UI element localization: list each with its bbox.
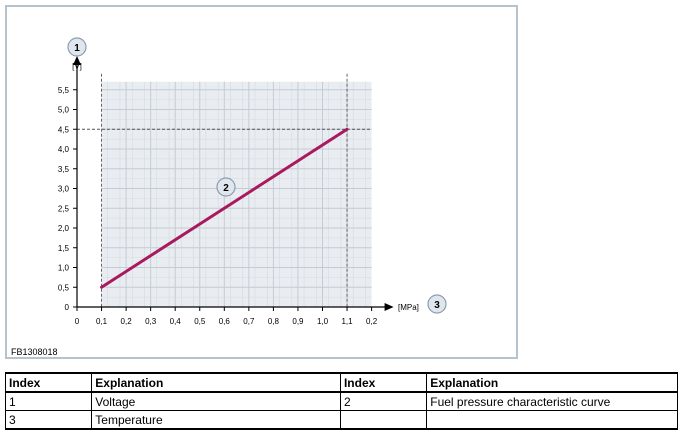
- callout-label: 3: [434, 300, 440, 311]
- y-tick-label: 5,0: [58, 106, 70, 115]
- figure-id: FB1308018: [11, 347, 58, 357]
- y-tick-label: 1,5: [58, 244, 70, 253]
- x-tick-label: 1,1: [341, 317, 353, 326]
- table-cell: Fuel pressure characteristic curve: [426, 391, 678, 411]
- x-tick-label: 0,4: [170, 317, 182, 326]
- y-tick-label: 3,0: [58, 185, 70, 194]
- table-row: 3 Temperature: [4, 410, 678, 430]
- legend-table: Index Explanation Index Explanation 1 Vo…: [4, 372, 678, 430]
- table-cell: Temperature: [91, 410, 341, 430]
- x-axis-arrow: [384, 303, 394, 311]
- chart: 0 0,1 0,2 0,3 0,4 0,5 0,6 0,7 0,8 0,9 1,0 1,1 0,2 0 0,…: [58, 37, 447, 326]
- series-line: [100, 127, 349, 289]
- table-cell: 3: [4, 410, 93, 430]
- y-tick-label: 3,5: [58, 165, 70, 174]
- callout-label: 2: [223, 183, 229, 194]
- plot-background: [101, 81, 372, 307]
- y-tick-label: 1,0: [58, 264, 70, 273]
- table-cell: 2: [339, 391, 428, 411]
- x-tick-label: 0,3: [145, 317, 157, 326]
- header-index-1: Index: [4, 372, 93, 393]
- x-tick-label: 0,7: [243, 317, 255, 326]
- callout-label: 1: [74, 43, 80, 54]
- callout-2: 2: [216, 177, 236, 197]
- figure-frame: 0 0,1 0,2 0,3 0,4 0,5 0,6 0,7 0,8 0,9 1,0 1,1 0,2 0 0,…: [5, 5, 518, 359]
- y-tick-label: 2,5: [58, 204, 70, 213]
- callout-1: 1: [67, 37, 87, 57]
- table-cell: [339, 410, 428, 430]
- x-tick-label: 0,1: [96, 317, 108, 326]
- x-tick-label: 0,8: [268, 317, 280, 326]
- x-tick-label: 1,0: [317, 317, 329, 326]
- table-row: 1 Voltage 2 Fuel pressure characteristic…: [4, 391, 678, 411]
- x-tick-label: 0,2: [121, 317, 133, 326]
- table-cell: 1: [4, 391, 93, 411]
- header-index-2: Index: [339, 372, 428, 393]
- x-tick-label: 0,5: [194, 317, 206, 326]
- y-tick-label: 0: [65, 303, 70, 312]
- y-tick-label: 0,5: [58, 283, 70, 292]
- y-tick-label: 2,0: [58, 224, 70, 233]
- table-cell: [426, 410, 678, 430]
- x-axis-unit: [MPa]: [398, 303, 419, 312]
- y-tick-label: 4,5: [58, 125, 70, 134]
- legend-header-row: Index Explanation Index Explanation: [4, 372, 678, 393]
- callout-circle: [427, 294, 447, 314]
- header-explanation-1: Explanation: [91, 372, 341, 393]
- y-tick-label: 5,5: [58, 86, 70, 95]
- callout-circle: [216, 177, 236, 197]
- callout-circle: [67, 37, 87, 57]
- x-tick-label: 0,9: [292, 317, 304, 326]
- header-explanation-2: Explanation: [426, 372, 678, 393]
- y-axis-arrow: [73, 56, 81, 65]
- x-tick-label: 0: [75, 317, 80, 326]
- x-tick-label: 0,2: [366, 317, 378, 326]
- table-cell: Voltage: [91, 391, 341, 411]
- callout-3: 3: [427, 294, 447, 314]
- y-axis-unit: [V]: [72, 62, 82, 71]
- y-tick-label: 4,0: [58, 145, 70, 154]
- x-tick-label: 0,6: [219, 317, 231, 326]
